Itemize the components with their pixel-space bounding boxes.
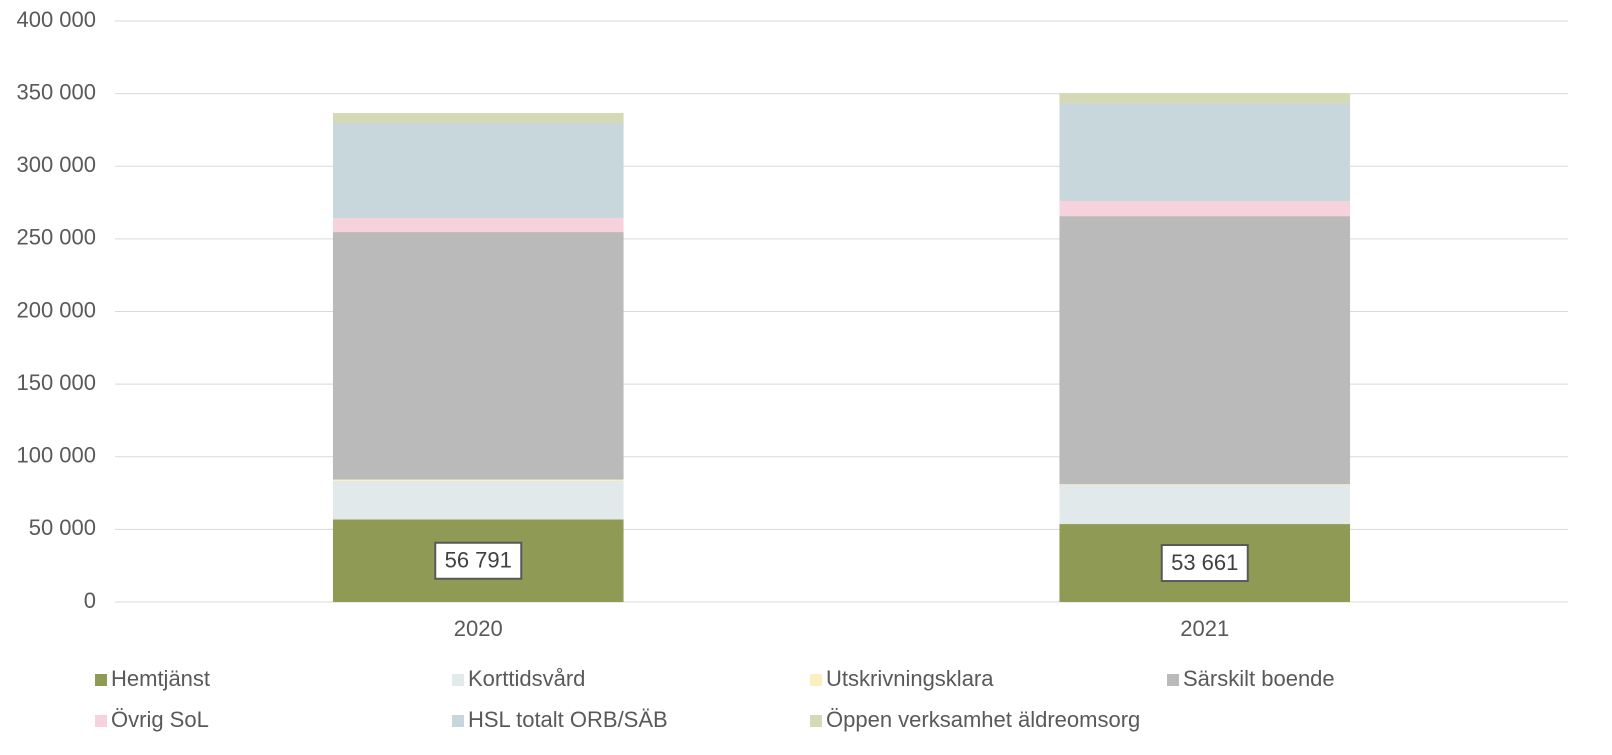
- value-label-box: [434, 541, 523, 580]
- bar-segment: [332, 481, 624, 520]
- legend-swatch: [452, 715, 464, 727]
- legend-swatch: [95, 715, 107, 727]
- y-tick-label: 200 000: [16, 297, 96, 322]
- bar-segment: [1059, 201, 1351, 217]
- legend-label: HSL totalt ORB/SÄB: [468, 707, 668, 732]
- legend-label: Särskilt boende: [1183, 666, 1335, 691]
- y-tick-label: 50 000: [29, 515, 96, 540]
- y-tick-label: 150 000: [16, 370, 96, 395]
- legend-label: Korttidsvård: [468, 666, 585, 691]
- legend-swatch: [810, 674, 822, 686]
- y-tick-label: 300 000: [16, 152, 96, 177]
- legend-label: Utskrivningsklara: [826, 666, 994, 691]
- y-tick-label: 0: [84, 588, 96, 613]
- legend-label: Hemtjänst: [111, 666, 210, 691]
- legend-swatch: [810, 715, 822, 727]
- bar-segment: [1059, 103, 1351, 202]
- bar-segment: [1059, 484, 1351, 485]
- bar-segment: [332, 217, 624, 233]
- value-label: 56 791: [445, 548, 512, 573]
- bar-segment: [332, 479, 624, 482]
- legend-label: Öppen verksamhet äldreomsorg: [826, 707, 1140, 732]
- y-tick-label: 400 000: [16, 7, 96, 32]
- legend-label: Övrig SoL: [111, 707, 209, 732]
- bar-segment: [1059, 484, 1351, 525]
- y-tick-label: 100 000: [16, 443, 96, 468]
- legend-swatch: [95, 674, 107, 686]
- y-tick-label: 250 000: [16, 225, 96, 250]
- bar-segment: [1059, 93, 1351, 104]
- legend-swatch: [452, 674, 464, 686]
- value-label: 53 661: [1171, 550, 1238, 575]
- bar-segment: [332, 232, 624, 480]
- bar-segment: [332, 122, 624, 218]
- bar-segment: [1059, 216, 1351, 485]
- y-tick-label: 350 000: [16, 79, 96, 104]
- bar-segment: [332, 112, 624, 123]
- value-label-box: [1160, 544, 1249, 583]
- x-tick-label: 2021: [1180, 616, 1229, 641]
- x-tick-label: 2020: [454, 616, 503, 641]
- legend-swatch: [1167, 674, 1179, 686]
